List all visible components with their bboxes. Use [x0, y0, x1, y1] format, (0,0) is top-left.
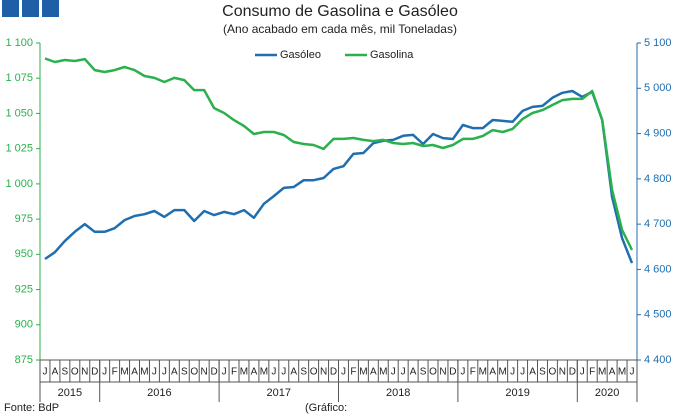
y-tick-label: 900: [15, 319, 33, 331]
x-tick-label: J: [580, 367, 585, 378]
x-tick-label: N: [201, 367, 208, 378]
legend-label: Gasóleo: [280, 49, 321, 61]
x-tick-label: F: [112, 367, 118, 378]
logo-square: [42, 0, 59, 17]
x-tick-label: M: [140, 367, 148, 378]
y-tick-label: 1 050: [5, 107, 33, 119]
chart-title: Consumo de Gasolina e Gasóleo: [222, 3, 458, 20]
y-tick-label: 1 025: [5, 143, 33, 155]
chart-subtitle: (Ano acabado em cada mês, mil Toneladas): [223, 22, 457, 36]
x-tick-label: J: [520, 367, 525, 378]
year-label: 2018: [386, 387, 410, 399]
y-tick-label: 950: [15, 248, 33, 260]
x-tick-label: M: [479, 367, 487, 378]
y2-tick-label: 4 800: [644, 173, 672, 185]
x-tick-label: J: [630, 367, 635, 378]
y2-tick-label: 4 500: [644, 309, 672, 321]
x-tick-label: S: [420, 367, 427, 378]
y-tick-label: 975: [15, 213, 33, 225]
y2-tick-label: 4 600: [644, 263, 672, 275]
x-tick-label: J: [271, 367, 276, 378]
x-tick-label: M: [120, 367, 128, 378]
y-tick-label: 1 100: [5, 37, 33, 49]
x-tick-label: J: [222, 367, 227, 378]
x-tick-label: N: [320, 367, 327, 378]
x-tick-label: A: [171, 367, 178, 378]
x-tick-label: A: [290, 367, 297, 378]
x-tick-label: D: [449, 367, 456, 378]
x-tick-label: D: [211, 367, 218, 378]
y2-tick-label: 4 400: [644, 354, 672, 366]
x-tick-label: S: [539, 367, 546, 378]
year-label: 2016: [147, 387, 171, 399]
footnote: (Gráfico:: [305, 402, 347, 414]
y2-tick-label: 4 700: [644, 218, 672, 230]
y2-tick-label: 5 000: [644, 82, 672, 94]
year-label: 2017: [267, 387, 291, 399]
x-tick-label: A: [251, 367, 258, 378]
x-tick-label: J: [152, 367, 157, 378]
x-tick-label: N: [439, 367, 446, 378]
year-label: 2020: [595, 387, 619, 399]
x-tick-label: O: [71, 367, 79, 378]
x-tick-label: A: [529, 367, 536, 378]
y2-tick-label: 4 900: [644, 127, 672, 139]
x-tick-label: J: [460, 367, 465, 378]
x-tick-label: A: [131, 367, 138, 378]
x-tick-label: N: [81, 367, 88, 378]
x-tick-label: A: [609, 367, 616, 378]
data-line: [44, 89, 634, 264]
x-tick-label: S: [300, 367, 307, 378]
x-tick-label: N: [559, 367, 566, 378]
x-tick-label: A: [489, 367, 496, 378]
y-tick-label: 1 075: [5, 72, 33, 84]
x-tick-label: M: [260, 367, 268, 378]
x-tick-label: A: [410, 367, 417, 378]
x-tick-label: M: [379, 367, 387, 378]
legend-label: Gasolina: [370, 49, 414, 61]
source: Fonte: BdP: [4, 402, 59, 414]
x-tick-label: J: [281, 367, 286, 378]
x-tick-label: A: [370, 367, 377, 378]
x-tick-label: J: [401, 367, 406, 378]
x-tick-label: F: [589, 367, 595, 378]
x-tick-label: D: [330, 367, 337, 378]
x-tick-label: A: [52, 367, 59, 378]
x-tick-label: F: [231, 367, 237, 378]
y-tick-label: 1 000: [5, 178, 33, 190]
x-tick-label: D: [569, 367, 576, 378]
y-tick-label: 925: [15, 283, 33, 295]
x-tick-label: J: [162, 367, 167, 378]
x-tick-label: M: [499, 367, 507, 378]
x-tick-label: M: [618, 367, 626, 378]
x-tick-label: F: [470, 367, 476, 378]
x-tick-label: O: [190, 367, 198, 378]
x-tick-label: M: [359, 367, 367, 378]
x-tick-label: O: [310, 367, 318, 378]
x-tick-label: O: [549, 367, 557, 378]
x-tick-label: J: [510, 367, 515, 378]
x-tick-label: J: [391, 367, 396, 378]
y2-tick-label: 5 100: [644, 37, 672, 49]
year-label: 2019: [505, 387, 529, 399]
x-tick-label: J: [102, 367, 107, 378]
x-tick-label: D: [91, 367, 98, 378]
x-tick-label: S: [62, 367, 69, 378]
x-tick-label: M: [598, 367, 606, 378]
x-tick-label: J: [42, 367, 47, 378]
y-tick-label: 875: [15, 354, 33, 366]
x-tick-label: M: [240, 367, 248, 378]
x-tick-label: S: [181, 367, 188, 378]
x-tick-label: F: [350, 367, 356, 378]
x-tick-label: O: [429, 367, 437, 378]
data-line: [44, 57, 634, 251]
logo-square: [2, 0, 19, 17]
x-tick-label: J: [341, 367, 346, 378]
logo-square: [22, 0, 39, 17]
year-label: 2015: [58, 387, 82, 399]
